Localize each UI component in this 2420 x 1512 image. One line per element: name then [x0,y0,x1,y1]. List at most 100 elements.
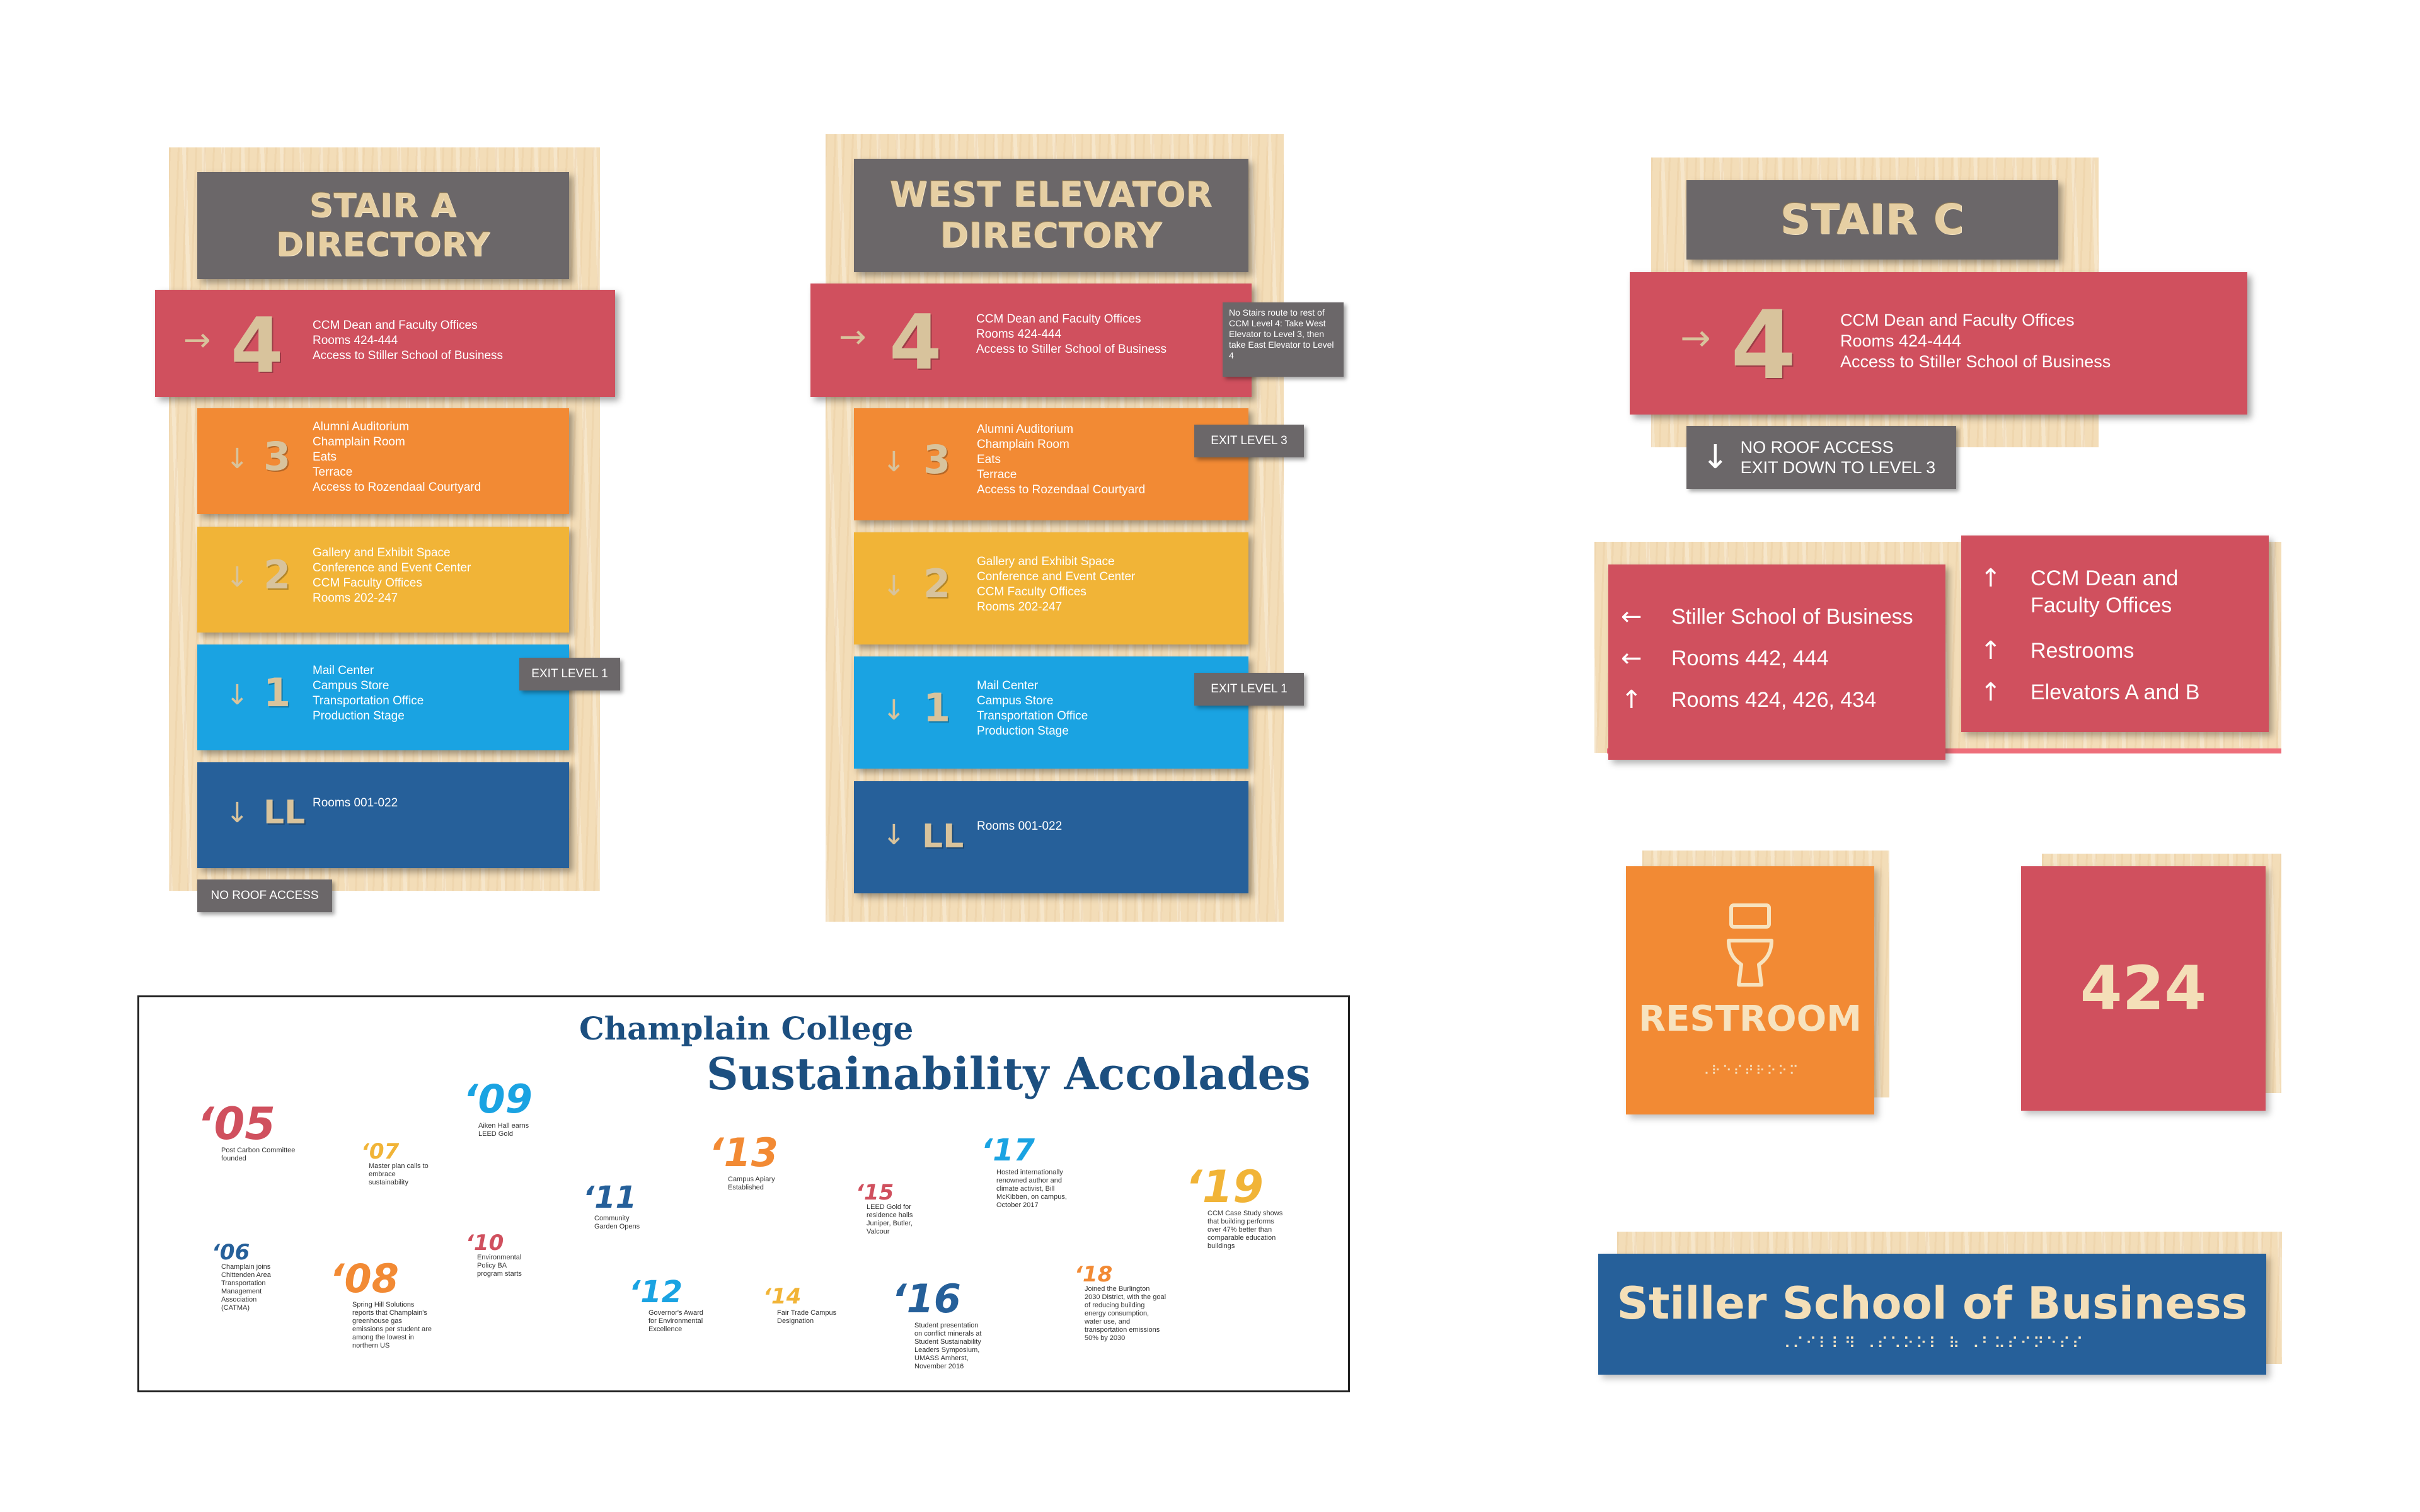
floor-4-panel: → 4 CCM Dean and Faculty Offices Rooms 4… [155,290,615,397]
floor-1-panel: ↓ 1 Mail Center Campus Store Transportat… [197,644,569,750]
year-label: ‘11 [583,1180,637,1215]
destination: Transportation Office [313,694,424,707]
year-label: ‘13 [709,1130,778,1176]
destination: Conference and Event Center [313,561,471,575]
accolade-note: Community Garden Opens [594,1215,640,1230]
year-label: ‘07 [361,1139,400,1164]
restroom-label: RESTROOM [1639,999,1862,1040]
accolade-note: Spring Hill Solutions reports that Champ… [352,1301,432,1349]
floor-3-panel: ↓ 3 Alumni Auditorium Champlain Room Eat… [197,408,569,514]
accolade-note: Post Carbon Committee founded [221,1147,296,1162]
destination: Transportation Office [977,709,1088,723]
restroom-panel: RESTROOM ⠠⠗⠑⠎⠞⠗⠕⠕⠍ [1626,866,1874,1114]
destination: Rooms 001-022 [313,796,398,810]
destination: Production Stage [313,709,405,723]
destination: Campus Store [313,679,389,692]
direction-row: ↑ Elevators A and B [1980,678,2199,707]
destination: Rooms 202-247 [977,600,1063,614]
roof-line: EXIT DOWN TO LEVEL 3 [1740,458,1936,477]
destination: Champlain Room [313,435,405,449]
toilet-icon [1727,903,1773,987]
floor-number: 4 [889,299,942,387]
year-label: ‘05 [197,1098,276,1150]
direction-row: ← Rooms 442, 444 [1621,644,1829,673]
direction-label: Rooms 424, 426, 434 [1671,687,1877,712]
floor-number: 1 [263,670,291,716]
year-label: ‘17 [981,1133,1035,1168]
accolade-note: Campus Apiary Established [728,1176,775,1191]
route-note-tag: No Stairs route to rest of CCM Level 4: … [1223,302,1344,377]
floor-number: LL [263,794,306,832]
direction-label: Stiller School of Business [1671,604,1913,629]
floor-destinations: Rooms 001-022 [313,796,398,811]
exit-level-1-tag: EXIT LEVEL 1 [1194,673,1304,706]
room-panel: 424 [2021,866,2266,1111]
direction-label: Restrooms [2031,638,2135,663]
year-label: ‘19 [1185,1161,1264,1213]
room-number: 424 [2080,953,2207,1024]
arrow-down-icon: ↓ [226,443,249,475]
destination: Gallery and Exhibit Space [313,546,451,559]
destination: Access to Stiller School of Business [976,343,1167,356]
floor-number: 3 [923,437,951,483]
destination: Terrace [313,466,353,479]
destination: Champlain Room [977,438,1069,451]
year-label: ‘18 [1075,1262,1113,1287]
floor-1-panel: ↓ 1 Mail Center Campus Store Transportat… [854,656,1248,769]
floor-number: 4 [231,302,284,390]
floor-number: 2 [923,561,951,607]
arrow-down-icon: ↓ [226,797,249,829]
destination: Conference and Event Center [977,570,1136,583]
accolade-note: Hosted internationally renowned author a… [996,1169,1067,1209]
destination: Production Stage [977,724,1069,738]
destination: Eats [977,453,1001,466]
directory-title: WEST ELEVATOR DIRECTORY [854,159,1248,272]
destination: CCM Dean and Faculty Offices [976,312,1141,326]
destination: Rooms 424-444 [976,328,1062,341]
year-label: ‘09 [463,1076,533,1122]
direction-row: ↑ Rooms 424, 426, 434 [1621,685,1876,714]
accolade-note: Student presentation on conflict mineral… [914,1322,982,1370]
arrow-down-icon: ↓ [226,679,249,711]
destination: Terrace [977,468,1017,481]
destination: CCM Faculty Offices [313,576,422,590]
destination: Rooms 424-444 [313,334,398,347]
destination: Alumni Auditorium [313,420,410,433]
accolade-note: Joined the Burlington 2030 District, wit… [1085,1285,1167,1342]
destination: Access to Stiller School of Business [1840,352,2111,371]
arrow-down-icon: ↓ [882,570,906,602]
destination: Mail Center [977,679,1039,692]
braille-text: ⠠⠌⠊⠇⠇⠻ ⠠⠎⠡⠕⠕⠇ ⠷ ⠠⠃⠥⠎⠊⠝⠑⠎⠎ [1779,1334,2085,1352]
no-roof-access-tag: NO ROOF ACCESS [197,879,332,912]
right-direction-panel: ↑ CCM Dean and Faculty Offices ↑ Restrooms… [1961,536,2269,732]
destination: CCM Dean and Faculty Offices [1840,311,2075,329]
direction-row: ↑ Restrooms [1980,636,2134,665]
accolade-note: CCM Case Study shows that building perfo… [1207,1210,1283,1250]
accolade-note: Governor's Award for Environmental Excel… [648,1309,703,1333]
year-label: ‘16 [892,1276,961,1322]
direction-label: Elevators A and B [2031,680,2200,704]
floor-destinations: Gallery and Exhibit Space Conference and… [313,546,471,606]
accolade-note: LEED Gold for residence halls Juniper, B… [867,1203,913,1235]
floor-ll-panel: ↓ LL Rooms 001-022 [854,781,1248,893]
year-label: ‘14 [763,1284,802,1309]
arrow-left-icon: ← [1621,602,1642,631]
year-label: ‘08 [330,1256,399,1302]
floor-number: 1 [923,685,951,731]
college-name: Champlain College [579,1010,914,1047]
accolade-note: Environmental Policy BA program starts [477,1254,522,1278]
destination: Eats [313,450,337,464]
no-roof-access-tag: ↓ NO ROOF ACCESS EXIT DOWN TO LEVEL 3 [1686,426,1956,489]
destination: Campus Store [977,694,1054,707]
timeline-title: Sustainability Accolades [706,1048,1311,1100]
destination: Alumni Auditorium [977,423,1074,436]
directory-title: STAIR A DIRECTORY [197,172,569,279]
year-label: ‘12 [629,1274,683,1310]
floor-4-panel: → 4 CCM Dean and Faculty Offices Rooms 4… [1630,272,2247,415]
accolade-note: Master plan calls to embrace sustainabil… [369,1162,429,1186]
direction-row: ← Stiller School of Business [1621,602,1913,631]
floor-destinations: Rooms 001-022 [977,819,1062,834]
destination: Rooms 001-022 [977,820,1063,833]
arrow-down-icon: ↓ [226,561,249,593]
destination: Rooms 202-247 [313,592,398,605]
